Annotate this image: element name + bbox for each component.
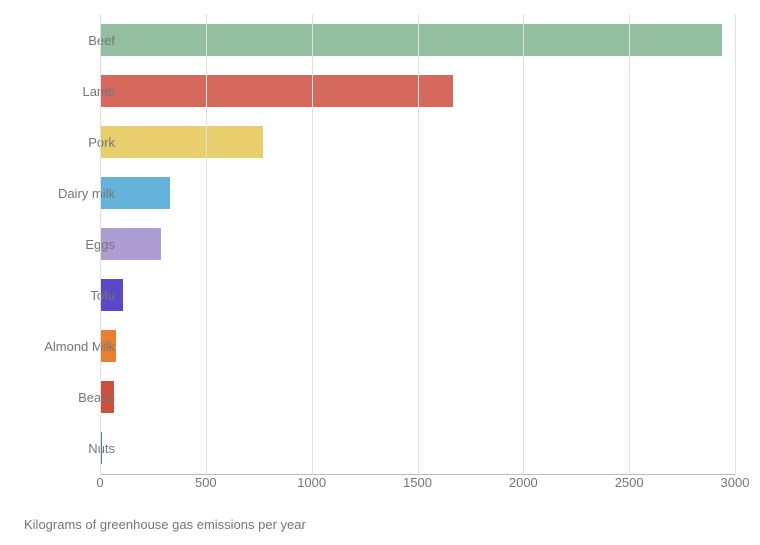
gridline bbox=[735, 14, 736, 475]
x-axis-tick-label: 2000 bbox=[509, 475, 538, 490]
x-axis-tick-label: 1500 bbox=[403, 475, 432, 490]
x-axis-tick-label: 1000 bbox=[297, 475, 326, 490]
x-axis-tick-label: 3000 bbox=[721, 475, 750, 490]
gridline bbox=[418, 14, 419, 475]
chart-caption: Kilograms of greenhouse gas emissions pe… bbox=[24, 517, 306, 532]
x-axis-tick-label: 2500 bbox=[615, 475, 644, 490]
x-axis-tick-label: 0 bbox=[96, 475, 103, 490]
x-axis: 050010001500200025003000 bbox=[100, 475, 735, 500]
gridline bbox=[312, 14, 313, 475]
gridline bbox=[206, 14, 207, 475]
x-axis-tick-label: 500 bbox=[195, 475, 217, 490]
gridline bbox=[629, 14, 630, 475]
gridline bbox=[523, 14, 524, 475]
gridline bbox=[100, 14, 101, 475]
bar bbox=[100, 75, 453, 107]
bar bbox=[100, 126, 263, 158]
ghg-emissions-chart: BeefLambPorkDairy milkEggsTofuAlmond Mil… bbox=[0, 0, 760, 545]
